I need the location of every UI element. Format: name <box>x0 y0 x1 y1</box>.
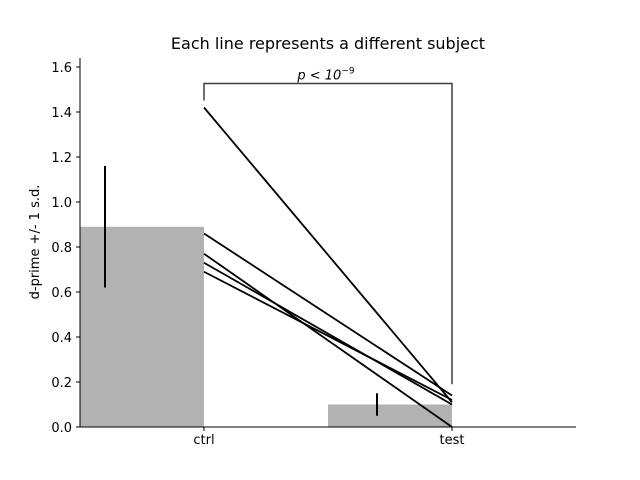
y-tick-label: 1.6 <box>51 61 72 76</box>
y-tick-label: 0.6 <box>51 286 72 301</box>
error-bars <box>104 166 378 416</box>
bar-ctrl <box>80 226 204 427</box>
y-tick-label: 0.2 <box>51 376 72 391</box>
subject-line-4 <box>203 261 453 406</box>
axes: 0.0 0.2 0.4 0.6 0.8 1.0 1.2 1.4 1.6 ctrl test <box>51 58 576 448</box>
y-tick-label: 0.4 <box>51 331 72 346</box>
y-tick-label: 1.0 <box>51 196 72 211</box>
bar-test <box>328 404 452 427</box>
significance-label: p < 10−9 <box>296 67 354 84</box>
bracket-line <box>203 82 453 385</box>
y-tick-label: 1.2 <box>51 151 72 166</box>
subject-line-3 <box>203 253 453 428</box>
subject-line-1 <box>203 106 453 403</box>
significance-label-base: p < 10 <box>296 69 341 84</box>
subject-line-5 <box>203 270 453 401</box>
subject-lines <box>203 106 453 428</box>
significance-label-exponent: −9 <box>341 67 355 77</box>
y-axis-label: d-prime +/- 1 s.d. <box>28 185 43 300</box>
chart-title: Each line represents a different subject <box>171 34 485 53</box>
significance-bracket: p < 10−9 <box>203 67 453 385</box>
x-tick-label: test <box>440 433 465 448</box>
y-tick-label: 0.0 <box>51 421 72 436</box>
bars <box>80 226 452 427</box>
subject-line-2 <box>203 232 453 397</box>
y-tick-label: 0.8 <box>51 241 72 256</box>
y-tick-label: 1.4 <box>51 106 72 121</box>
x-tick-label: ctrl <box>193 433 214 448</box>
